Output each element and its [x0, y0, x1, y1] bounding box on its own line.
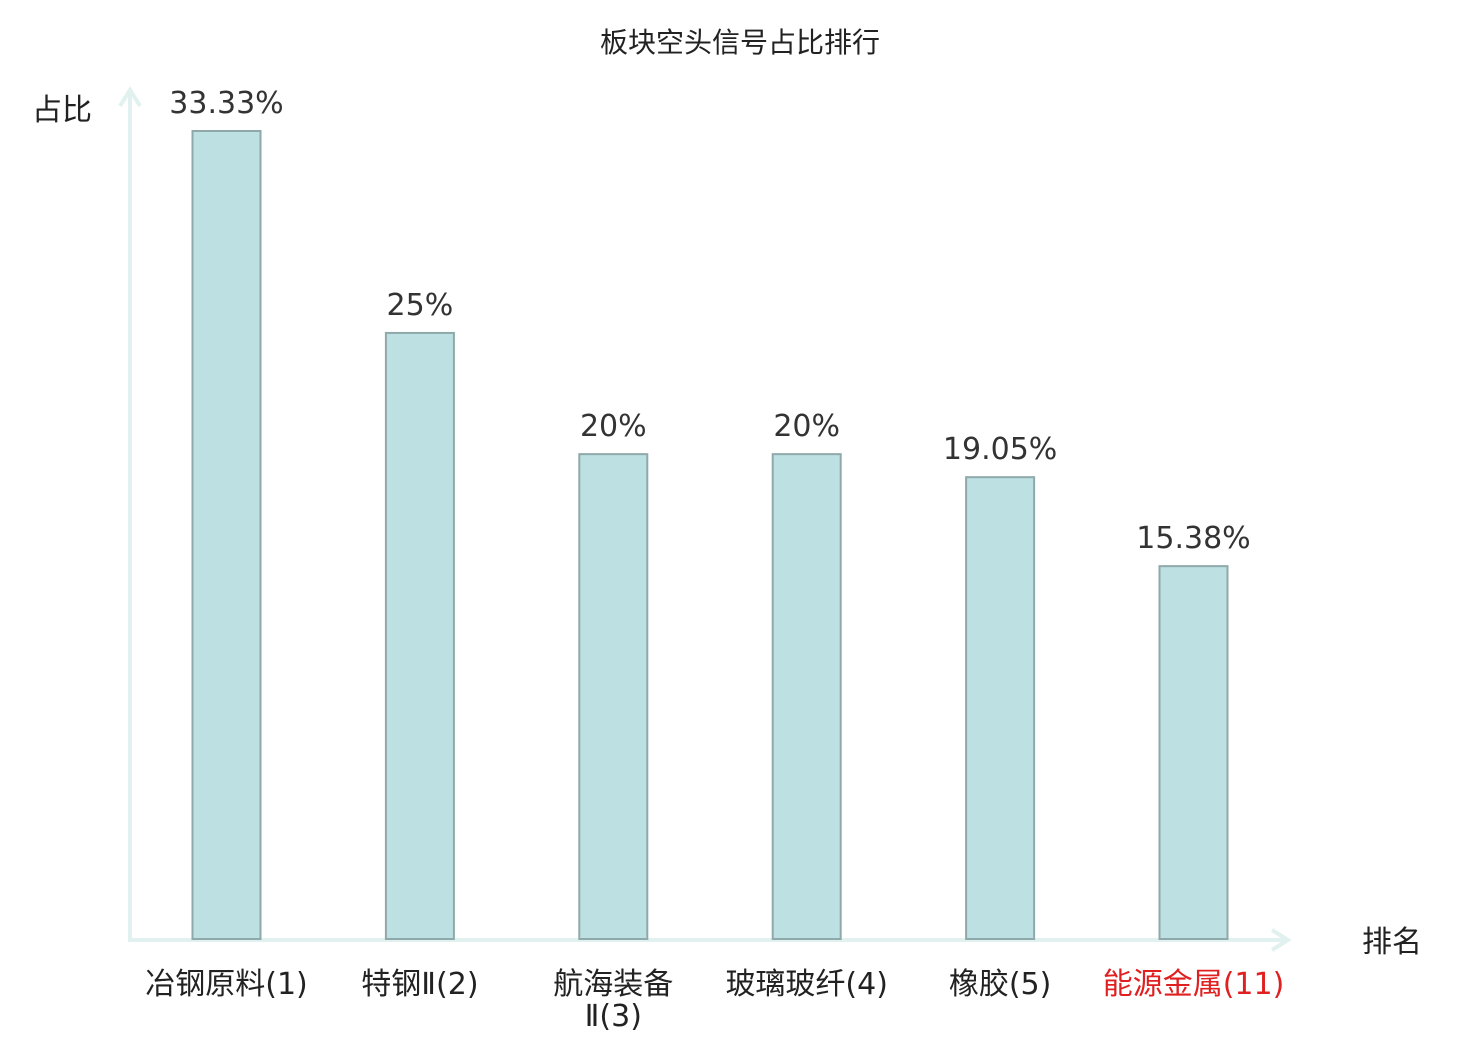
bar-2 — [384, 331, 455, 940]
bar-3 — [578, 453, 649, 940]
category-label-5: 橡胶(5) — [949, 967, 1052, 1002]
chart-title: 板块空头信号占比排行 — [600, 26, 880, 59]
category-label-line: 航海装备 — [553, 967, 673, 1002]
category-label-line: 橡胶(5) — [949, 967, 1052, 1002]
value-label-4: 20% — [773, 409, 840, 444]
bar-5 — [965, 476, 1036, 940]
value-label-1: 33.33% — [169, 86, 283, 121]
bar-1 — [191, 130, 262, 940]
category-label-6: 能源金属(11) — [1103, 967, 1285, 1002]
y-axis — [118, 86, 142, 940]
category-label-3: 航海装备 Ⅱ(3) — [553, 967, 673, 1034]
category-label-line: 冶钢原料(1) — [145, 967, 308, 1002]
category-label-2: 特钢Ⅱ(2) — [361, 967, 478, 1002]
category-label-1: 冶钢原料(1) — [145, 967, 308, 1002]
category-label-line: 能源金属(11) — [1103, 967, 1285, 1002]
bars-group: 33.33% 冶钢原料(1) 25% 特钢Ⅱ(2) 20% 航海装备 Ⅱ(3) 20% 玻璃玻纤… — [145, 86, 1284, 1034]
value-label-3: 20% — [580, 409, 647, 444]
value-label-2: 25% — [387, 288, 454, 323]
y-axis-label: 占比 — [32, 93, 92, 128]
x-axis-label: 排名 — [1362, 925, 1422, 960]
category-label-4: 玻璃玻纤(4) — [725, 967, 888, 1002]
bar-4 — [771, 453, 842, 940]
value-label-6: 15.38% — [1136, 521, 1250, 556]
category-label-line: 玻璃玻纤(4) — [725, 967, 888, 1002]
value-label-5: 19.05% — [943, 432, 1057, 467]
x-axis — [128, 928, 1292, 952]
category-label-line: 特钢Ⅱ(2) — [361, 967, 478, 1002]
category-label-line: Ⅱ(3) — [585, 999, 642, 1034]
bar-6 — [1158, 565, 1229, 940]
